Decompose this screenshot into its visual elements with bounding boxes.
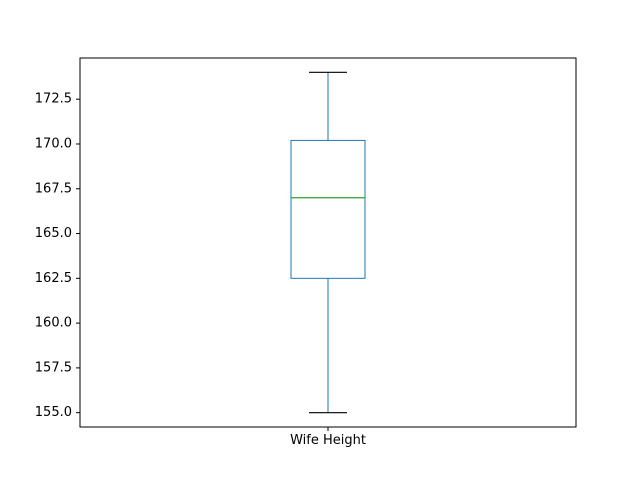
x-axis-ticks: Wife Height	[290, 427, 366, 448]
x-tick-label: Wife Height	[290, 433, 366, 448]
box-plot-boxes	[290, 71, 366, 414]
y-tick-label: 160.0	[35, 316, 72, 331]
y-tick-label: 155.0	[35, 405, 72, 420]
y-tick-label: 172.5	[35, 92, 72, 107]
iqr-box	[290, 139, 366, 279]
y-axis-ticks: 155.0 157.5 160.0 162.5 165.0 167.5 170.0 172.5	[35, 92, 80, 420]
y-tick-label: 170.0	[35, 136, 72, 151]
plot-frame	[79, 57, 577, 428]
y-tick-label: 157.5	[35, 360, 72, 375]
y-tick-label: 165.0	[35, 226, 72, 241]
y-tick-label: 167.5	[35, 181, 72, 196]
y-tick-label: 162.5	[35, 271, 72, 286]
